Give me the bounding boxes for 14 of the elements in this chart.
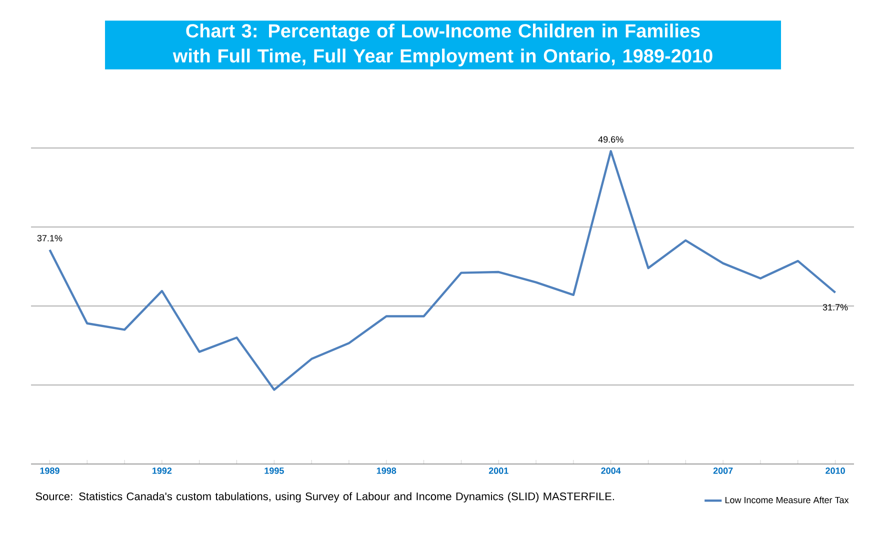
x-tick-label: 1992 [152, 468, 172, 474]
x-tick-label: 2010 [826, 468, 845, 474]
data-label: 37.1% [37, 234, 62, 242]
x-tick-label: 1995 [264, 468, 284, 474]
x-tick-label: 2004 [601, 468, 621, 474]
source-note: Source: Statistics Canada's custom tabulations, using Survey of Labour and Income Dynamics (SLID) MASTERFILE. [36, 492, 614, 502]
chart-title: Chart 3: Percentage of Low-Income Children in Families with Full Time, Full Year Employment in Ontario, 1989-2010 [172, 24, 712, 66]
x-tick-label: 2007 [713, 468, 733, 474]
x-tick-label: 1998 [376, 468, 396, 474]
x-tick-label: 1989 [40, 468, 60, 474]
data-label: 31.7% [822, 304, 848, 310]
data-label: 49.6% [598, 136, 624, 143]
x-tick-label: 2001 [488, 468, 508, 474]
legend-label: Low Income Measure After Tax [725, 496, 849, 504]
